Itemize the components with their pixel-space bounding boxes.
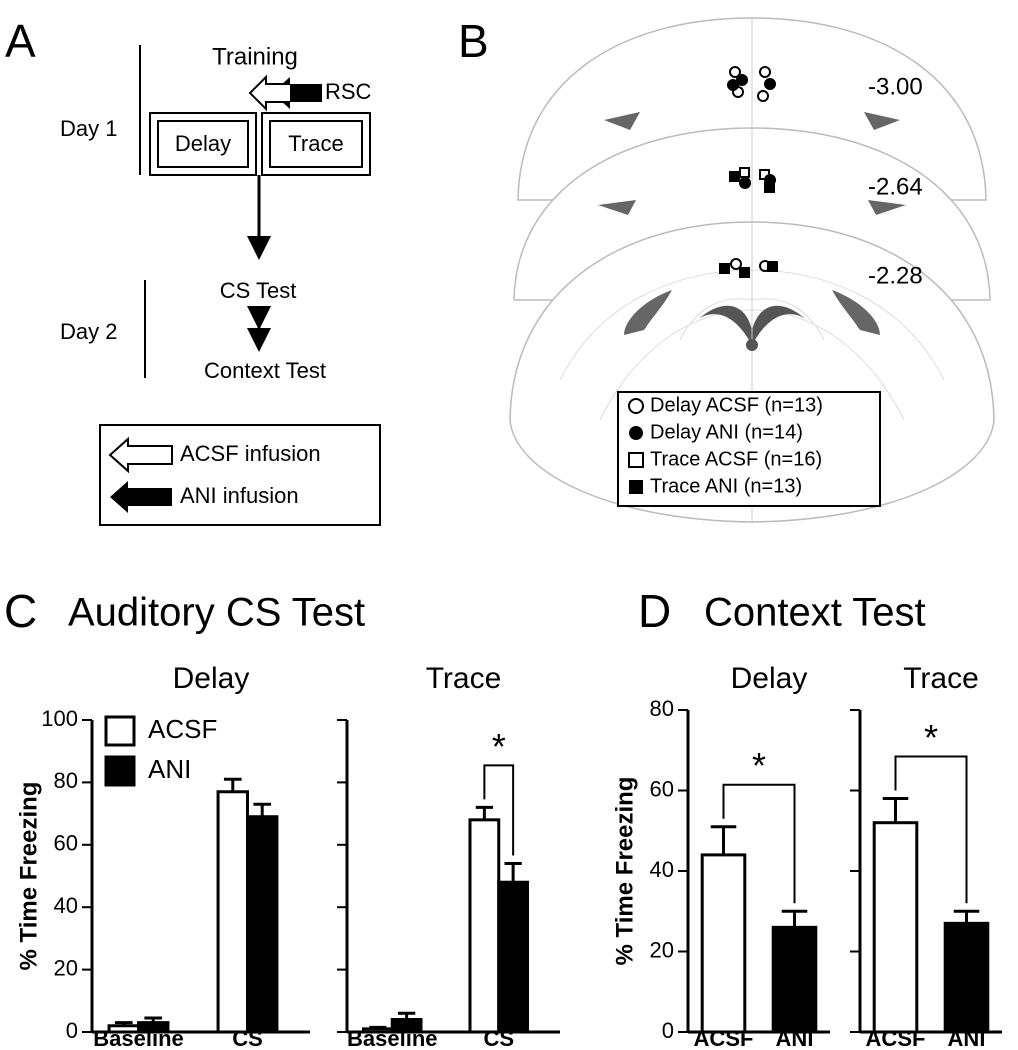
y-tick-label: 100 [41,706,78,731]
error-bar [398,1011,416,1020]
legend-swatch [104,755,136,787]
legend-arrow [108,436,173,474]
legend-symbol [628,452,644,468]
bar [361,1027,394,1034]
legend-label: ANI infusion [180,483,299,508]
significance-label: * [924,717,938,758]
legend-label: ACSF infusion [180,441,321,466]
error-bar [223,777,242,792]
bar [107,1024,140,1034]
bar [497,880,530,1034]
error-bar [882,797,909,823]
legend-label: Delay ANI (n=14) [650,421,803,443]
chart-title: Delay [173,662,250,695]
day-label: Day 1 [60,116,117,141]
box [269,120,363,168]
y-tick-label: 40 [650,857,674,882]
y-tick-label: 20 [54,955,78,980]
legend-box [617,391,881,507]
legend-arrow [110,481,172,513]
legend-symbol [629,480,643,494]
legend-label: Trace ANI (n=13) [650,475,802,497]
y-tick-label: 40 [54,893,78,918]
cs-test-label: CS Test [220,278,297,303]
brain-detail [700,305,804,345]
legend-swatch [104,715,136,747]
trace-label: Trace [288,131,343,156]
arrow-acsf [248,74,290,112]
training-label: Training [212,43,298,70]
error-bar [504,862,522,883]
bar [246,815,279,1034]
significance-bracket [894,755,968,904]
brain-detail [746,339,758,351]
error-bar [144,1016,163,1023]
legend-label: Delay ACSF (n=13) [650,394,823,416]
significance-label: * [752,745,766,786]
legend-label: ANI [148,754,191,784]
chart-title: Trace [426,662,502,695]
error-bar [369,1025,387,1029]
box [261,112,371,176]
bar [216,790,250,1034]
bar [390,1018,423,1034]
bar [943,921,990,1034]
panel-a: A Training Day 1 RSC Delay Trace Day 2 C… [5,15,381,526]
bar [771,925,818,1034]
delay-label: Delay [175,131,231,156]
coordinate-label: -2.64 [868,173,923,200]
error-bar [953,909,980,924]
legend-box [99,424,381,526]
chart-title: Trace [903,662,979,695]
bar [468,818,501,1034]
brain-detail [598,112,906,215]
y-axis-label: % Time Freezing [611,777,638,966]
legend-label: Trace ACSF (n=16) [650,448,822,470]
error-bar [781,909,808,928]
context-test-label: Context Test [204,358,326,383]
y-tick-label: 80 [54,768,78,793]
rsc-label: RSC [325,79,372,104]
chart-title: Delay [731,662,808,695]
significance-label: * [492,726,506,767]
y-tick-label: 20 [650,937,674,962]
legend-symbol [628,398,644,414]
panel-b: B -3.00 -2.64 -2.28 Delay ACSF (n=13) De… [458,15,995,523]
y-tick-label: 0 [662,1018,674,1043]
error-bar [710,825,737,855]
error-bar [253,802,272,817]
panel-letter: B [458,15,489,67]
coordinate-label: -3.00 [868,73,923,100]
y-axis-label: % Time Freezing [15,782,42,971]
panel-letter: D [638,585,671,637]
box [157,120,249,168]
legend-label: ACSF [148,714,217,744]
bar [872,821,919,1034]
bar [137,1021,170,1034]
significance-bracket [483,764,515,856]
y-tick-label: 0 [66,1018,78,1043]
bar [700,853,747,1034]
legend-symbol [629,426,643,440]
error-bar [114,1021,133,1026]
significance-bracket [722,783,796,904]
coordinate-label: -2.28 [868,262,923,289]
panel-title: Context Test [704,591,926,635]
y-tick-label: 60 [54,831,78,856]
y-tick-label: 60 [650,776,674,801]
error-bar [475,805,493,820]
cannula-placements [719,66,778,278]
y-tick-label: 80 [650,696,674,721]
day-label: Day 2 [60,319,117,344]
box [149,112,257,176]
panel-letter: C [4,585,37,637]
panel-title: Auditory CS Test [68,591,365,635]
panel-letter: A [5,15,36,67]
